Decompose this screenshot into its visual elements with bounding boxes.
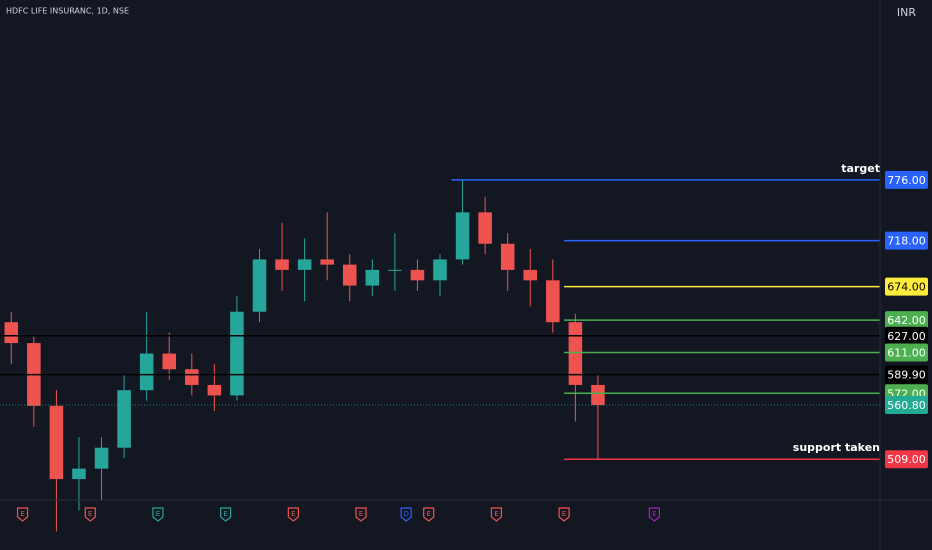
price-label: 642.00	[887, 314, 926, 327]
candle-body	[523, 269, 538, 281]
candle-body	[433, 259, 447, 281]
event-label: E	[426, 510, 430, 518]
candle-body	[275, 259, 289, 270]
event-marker	[152, 507, 164, 522]
event-marker	[84, 507, 96, 522]
price-label: 509.00	[887, 453, 926, 466]
candle-body	[94, 447, 109, 469]
chart-title: HDFC LIFE INSURANC, 1D, NSE	[6, 7, 129, 16]
event-marker	[287, 507, 299, 522]
candle-body	[139, 353, 154, 391]
price-label: 674.00	[887, 281, 926, 294]
price-label: 560.80	[887, 399, 926, 412]
event-label: D	[403, 510, 408, 518]
event-label: E	[494, 510, 498, 518]
candle-body	[162, 353, 176, 370]
candle-body	[388, 269, 402, 271]
event-marker	[648, 507, 660, 522]
price-label-box	[885, 277, 928, 296]
annotation: target	[841, 162, 880, 175]
price-label: 718.00	[887, 235, 926, 248]
price-label-box	[885, 396, 928, 415]
event-marker	[400, 507, 412, 522]
candle-body	[455, 212, 470, 260]
candle-body	[410, 269, 425, 281]
candle-body	[117, 390, 131, 448]
currency: INR	[897, 6, 916, 19]
candle-body	[342, 264, 357, 286]
price-label-box	[885, 231, 928, 250]
candle-body	[365, 269, 380, 286]
candle-body	[297, 259, 312, 270]
price-label-box	[885, 326, 928, 345]
event-marker	[558, 507, 570, 522]
event-label: E	[156, 510, 160, 518]
candle-body	[568, 322, 583, 385]
price-label: 776.00	[887, 174, 926, 187]
candle-body	[185, 369, 199, 385]
candle-body	[591, 384, 605, 406]
event-label: E	[652, 510, 656, 518]
candle-body	[72, 468, 86, 480]
event-label: E	[223, 510, 227, 518]
labels: 776.00 718.00 674.00 642.00 627.00 611.00 589.…	[16, 162, 928, 522]
candle-body	[252, 259, 267, 312]
candle-body	[320, 259, 334, 265]
price-label: 627.00	[887, 330, 926, 343]
event-label: E	[20, 510, 24, 518]
price-label: 589.90	[887, 369, 926, 382]
candle-body	[230, 311, 244, 396]
price-label-box	[885, 343, 928, 362]
candle-body	[207, 384, 222, 396]
event-marker	[220, 507, 232, 522]
event-marker	[16, 507, 29, 522]
candle-body	[500, 243, 515, 270]
event-marker	[490, 507, 503, 522]
event-marker	[355, 507, 367, 522]
price-label-box	[885, 365, 928, 384]
price-label-box	[885, 170, 928, 189]
event-marker	[423, 507, 435, 522]
price-label-box	[885, 311, 928, 330]
event-label: E	[359, 510, 363, 518]
event-label: E	[88, 510, 92, 518]
candle-body	[49, 405, 64, 480]
event-label: E	[291, 510, 295, 518]
candle-body	[4, 322, 19, 344]
candle-body	[478, 212, 492, 244]
annotation: support taken	[793, 441, 880, 454]
plot	[0, 179, 880, 532]
event-label: E	[562, 510, 566, 518]
price-label-box	[885, 450, 928, 469]
candle-body	[546, 280, 560, 323]
price-label: 611.00	[887, 347, 926, 360]
